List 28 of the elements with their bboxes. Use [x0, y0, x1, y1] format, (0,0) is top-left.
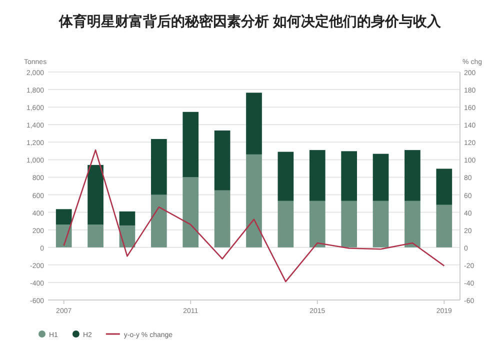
- bar: [309, 150, 326, 201]
- bar: [246, 154, 262, 248]
- bar: [404, 200, 420, 248]
- chart-title: 体育明星财富背后的秘密因素分析 如何决定他们的身价与收入: [58, 13, 442, 29]
- bar: [278, 152, 294, 201]
- bar: [404, 150, 420, 201]
- bar: [341, 151, 357, 201]
- bar: [119, 211, 136, 226]
- bar: [309, 200, 326, 248]
- bar: [119, 225, 136, 248]
- bar: [278, 200, 294, 248]
- bar: [436, 168, 452, 205]
- bar: [182, 112, 199, 178]
- bar: [88, 164, 104, 225]
- bar: [214, 190, 230, 248]
- bar: [436, 204, 452, 248]
- bar: [214, 130, 230, 190]
- bar: [182, 177, 199, 248]
- bar: [56, 224, 72, 248]
- bar: [88, 224, 104, 248]
- bar: [56, 209, 72, 225]
- bar: [372, 154, 389, 201]
- bar: [151, 194, 167, 248]
- bar: [372, 200, 389, 248]
- line-series: [63, 149, 445, 282]
- bar: [246, 92, 262, 154]
- bar: [341, 200, 357, 248]
- bar: [151, 138, 167, 195]
